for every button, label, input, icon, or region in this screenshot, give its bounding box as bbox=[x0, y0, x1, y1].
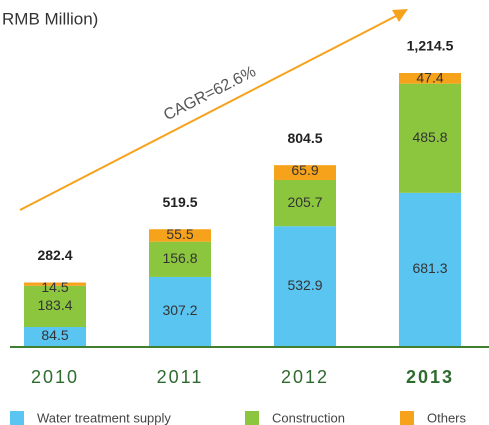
value-label: 307.2 bbox=[162, 302, 197, 318]
value-label: 532.9 bbox=[287, 277, 322, 293]
value-label: 55.5 bbox=[166, 226, 193, 242]
total-label: 804.5 bbox=[287, 130, 322, 146]
total-label: 1,214.5 bbox=[407, 38, 454, 54]
cagr-arrow bbox=[19, 13, 401, 211]
value-label: 14.5 bbox=[41, 279, 68, 295]
legend-swatch bbox=[10, 411, 24, 425]
x-tick-label: 2012 bbox=[281, 367, 329, 387]
x-tick-label: 2010 bbox=[31, 367, 79, 387]
legend-swatch bbox=[245, 411, 259, 425]
bar-segment bbox=[149, 241, 211, 277]
x-tick-label: 2011 bbox=[157, 367, 204, 387]
x-tick-label: 2013 bbox=[406, 367, 454, 387]
value-label: 156.8 bbox=[162, 250, 197, 266]
bar-segment bbox=[274, 226, 336, 346]
bar-segment bbox=[274, 179, 336, 227]
bar-segment bbox=[399, 73, 461, 84]
bar-segment bbox=[149, 229, 211, 242]
legend-label: Others bbox=[427, 410, 467, 425]
value-label: 485.8 bbox=[412, 129, 447, 145]
legend-label: Water treatment supply bbox=[37, 410, 171, 425]
value-label: 205.7 bbox=[287, 194, 322, 210]
value-label: 84.5 bbox=[41, 327, 68, 343]
bar-segment bbox=[399, 83, 461, 193]
bar-segment bbox=[274, 165, 336, 180]
legend-swatch bbox=[400, 411, 414, 425]
value-label: 183.4 bbox=[37, 297, 72, 313]
bar-segment bbox=[149, 276, 211, 346]
value-label: 47.4 bbox=[416, 70, 443, 86]
bar-segment bbox=[24, 282, 86, 286]
legend-label: Construction bbox=[272, 410, 345, 425]
value-label: 681.3 bbox=[412, 260, 447, 276]
bar-segment bbox=[24, 285, 86, 328]
chart-title: RMB Million) bbox=[2, 9, 98, 28]
bar-segment bbox=[24, 327, 86, 346]
arrow-head bbox=[392, 9, 408, 22]
bar-segment bbox=[399, 192, 461, 346]
total-label: 282.4 bbox=[37, 247, 72, 263]
total-label: 519.5 bbox=[162, 194, 197, 210]
value-label: 65.9 bbox=[291, 162, 318, 178]
